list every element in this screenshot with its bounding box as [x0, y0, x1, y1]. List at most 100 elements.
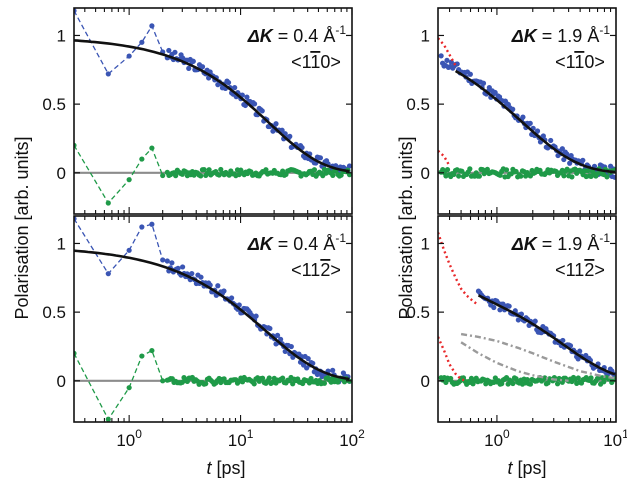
y-tick-label: 0.5 — [42, 95, 66, 114]
fit-curve — [74, 39, 350, 173]
y-tick-label: 1 — [57, 234, 66, 253]
delta-k-label: ΔK = 0.4 Å-1 — [247, 23, 347, 46]
blue-data-point — [520, 114, 526, 120]
plot-area — [74, 216, 352, 422]
green-data-point — [448, 375, 454, 382]
delta-k-exp: -1 — [599, 231, 610, 245]
green-data-point — [484, 166, 490, 172]
xlabel-var: t — [507, 458, 513, 478]
green-data-point — [561, 173, 567, 179]
blue-data-point — [515, 317, 521, 323]
green-data-point — [443, 379, 449, 386]
blue-data-point — [278, 336, 284, 342]
green-data-point — [518, 173, 524, 179]
green-data-point — [604, 174, 610, 180]
x-tick-exp: 2 — [358, 427, 365, 441]
xlabel-unit: [ps] — [212, 458, 246, 478]
xlabel-right: t [ps] — [507, 458, 546, 478]
delta-k-label: ΔK = 1.9 Å-1 — [511, 231, 611, 254]
blue-data-point — [317, 155, 324, 161]
early-blue-point — [126, 247, 132, 253]
blue-data-point — [186, 65, 192, 72]
blue-data-point — [267, 325, 273, 332]
x-tick-exp: 0 — [503, 427, 510, 441]
blue-data-point — [215, 283, 221, 289]
green-data-point — [201, 166, 207, 173]
blue-data-point — [199, 64, 206, 70]
blue-data-point — [454, 61, 460, 67]
green-data-point — [280, 375, 286, 381]
panel-top-left: 00.51 ΔK = 0.4 Å-1<110> — [42, 7, 353, 215]
early-green-point — [139, 156, 145, 162]
green-data-point — [554, 381, 561, 387]
direction-label: <110> — [291, 52, 341, 72]
x-tick-exp: 0 — [135, 427, 142, 441]
y-tick-label: 1 — [421, 234, 430, 253]
y-tick-label: 0 — [57, 164, 66, 183]
blue-data-point — [534, 128, 541, 134]
delta-k-value: = 0.4 Å — [273, 234, 336, 254]
early-blue-point — [139, 224, 145, 230]
red-dotted-curve — [438, 232, 480, 307]
panels: 00.51 ΔK = 0.4 Å-1<110>00.51 ΔK = 1.9 Å-1<… — [42, 7, 627, 450]
delta-k-value: = 1.9 Å — [537, 26, 600, 46]
blue-data-point — [279, 127, 285, 133]
xlabel-unit: [ps] — [513, 458, 547, 478]
early-green-point — [139, 353, 145, 359]
red-dotted-curve — [438, 149, 451, 167]
fit-curve — [477, 294, 616, 376]
panel-top-right: 00.51 ΔK = 1.9 Å-1<110> — [406, 7, 617, 215]
y-tick-label: 0.5 — [406, 95, 430, 114]
x-tick-label: 101 — [228, 427, 254, 450]
green-data-point — [601, 379, 607, 385]
early-blue-point — [139, 39, 145, 45]
blue-data-point — [190, 58, 196, 64]
blue-data-point — [559, 146, 565, 152]
blue-data-point — [164, 258, 170, 264]
blue-data-point — [273, 121, 279, 127]
blue-data-point — [232, 85, 238, 91]
green-data-point — [585, 168, 591, 174]
green-data-point — [203, 381, 209, 387]
direction-label: <112> — [291, 260, 341, 280]
blue-data-point — [251, 101, 258, 107]
y-tick-label: 0 — [57, 372, 66, 391]
delta-k-exp: -1 — [335, 23, 346, 37]
blue-data-point — [580, 157, 586, 163]
green-data-point — [263, 167, 269, 173]
blue-data-point — [346, 163, 352, 169]
blue-data-point — [491, 304, 497, 311]
xlabel-left: t [ps] — [206, 458, 245, 478]
green-data-point — [588, 375, 594, 381]
blue-data-point — [532, 318, 538, 324]
blue-data-point — [510, 106, 516, 112]
green-data-point — [206, 167, 212, 173]
blue-data-point — [506, 303, 512, 309]
blue-data-point — [253, 313, 259, 319]
green-data-point — [444, 167, 451, 173]
gray-dashdot-curve — [460, 341, 569, 382]
early-green-point — [126, 177, 132, 183]
direction-part: <11 — [291, 260, 320, 280]
blue-data-point — [567, 160, 573, 166]
green-data-point — [476, 173, 483, 179]
direction-part: 2 — [320, 260, 330, 280]
blue-data-point — [221, 288, 227, 294]
direction-part: > — [594, 260, 605, 280]
green-data-point — [280, 168, 286, 174]
y-tick-label: 0.5 — [42, 303, 66, 322]
green-data-point — [311, 167, 318, 173]
x-tick-base: 10 — [339, 431, 358, 450]
x-tick-exp: 1 — [622, 427, 627, 441]
red-dotted-curve — [438, 37, 457, 67]
green-data-point — [451, 171, 457, 178]
blue-data-point — [612, 174, 616, 180]
blue-data-point — [448, 59, 454, 65]
delta-k-symbol: ΔK — [511, 26, 539, 46]
early-green-point — [160, 378, 166, 384]
x-tick-label: 100 — [484, 427, 510, 450]
ylabel-left: Polarisation [arb. units] — [12, 136, 32, 319]
delta-k-value: = 1.9 Å — [537, 234, 600, 254]
early-blue-point — [149, 221, 155, 227]
